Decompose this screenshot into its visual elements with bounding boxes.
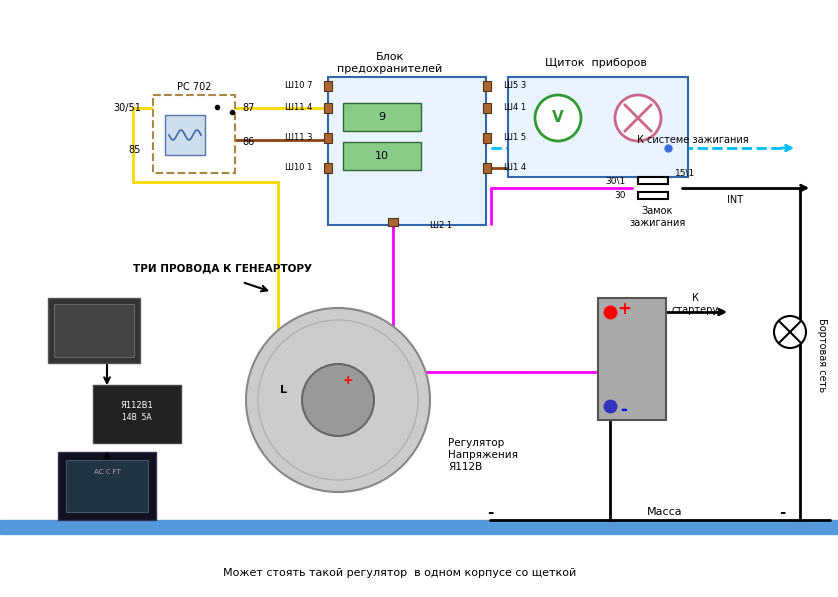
Bar bbox=[324, 103, 332, 113]
Bar bbox=[48, 298, 140, 363]
Text: Ш2 1: Ш2 1 bbox=[430, 221, 453, 230]
Bar bbox=[638, 192, 668, 199]
Circle shape bbox=[615, 95, 661, 141]
Text: К системе зажигания: К системе зажигания bbox=[637, 135, 749, 145]
Text: 15\1: 15\1 bbox=[675, 168, 696, 177]
Text: Бортовая сеть: Бортовая сеть bbox=[817, 318, 827, 392]
Text: 14B  5A: 14B 5A bbox=[122, 414, 152, 423]
Bar bbox=[638, 177, 668, 184]
Text: -: - bbox=[621, 401, 628, 419]
Bar bbox=[343, 142, 421, 170]
Bar bbox=[58, 452, 156, 520]
Text: Замок
зажигания: Замок зажигания bbox=[628, 206, 685, 228]
Text: Регулятор
Напряжения
Я112В: Регулятор Напряжения Я112В bbox=[448, 438, 518, 472]
Text: Ш11 4: Ш11 4 bbox=[285, 103, 312, 112]
Bar bbox=[324, 133, 332, 143]
Text: Может стоять такой регулятор  в одном корпусе со щеткой: Может стоять такой регулятор в одном кор… bbox=[224, 568, 577, 578]
Text: Блок
предохранителей: Блок предохранителей bbox=[338, 52, 442, 74]
Text: 86: 86 bbox=[242, 137, 254, 147]
Circle shape bbox=[535, 95, 581, 141]
Bar bbox=[66, 460, 148, 512]
Bar bbox=[343, 103, 421, 131]
Text: 10: 10 bbox=[375, 151, 389, 161]
Circle shape bbox=[246, 308, 430, 492]
Text: Ш5 3: Ш5 3 bbox=[504, 82, 526, 91]
Text: Ш4 1: Ш4 1 bbox=[504, 103, 526, 112]
Bar bbox=[483, 163, 491, 173]
Circle shape bbox=[302, 364, 374, 436]
Circle shape bbox=[774, 316, 806, 348]
Bar bbox=[508, 77, 688, 177]
Text: V: V bbox=[552, 110, 564, 125]
Text: -: - bbox=[779, 504, 785, 519]
Bar bbox=[598, 298, 666, 420]
Text: INT: INT bbox=[727, 195, 743, 205]
Text: Ш10 7: Ш10 7 bbox=[284, 82, 312, 91]
Text: 87: 87 bbox=[242, 103, 255, 113]
Bar bbox=[0, 520, 838, 534]
Bar bbox=[93, 385, 181, 443]
Text: Ш10 1: Ш10 1 bbox=[285, 164, 312, 173]
Bar bbox=[165, 115, 205, 155]
Bar bbox=[388, 218, 398, 226]
Text: Я112В1: Я112В1 bbox=[121, 401, 153, 410]
Text: Щиток  приборов: Щиток приборов bbox=[545, 58, 647, 68]
Text: AC C FT: AC C FT bbox=[94, 469, 121, 475]
Bar bbox=[483, 133, 491, 143]
Text: Ш11 3: Ш11 3 bbox=[284, 134, 312, 143]
Text: +: + bbox=[617, 300, 631, 318]
Text: Ш1 5: Ш1 5 bbox=[504, 134, 526, 143]
Bar bbox=[324, 163, 332, 173]
Text: Масса: Масса bbox=[647, 507, 683, 517]
Text: L: L bbox=[280, 385, 287, 395]
Text: +: + bbox=[343, 374, 354, 386]
Bar bbox=[483, 81, 491, 91]
Text: 30: 30 bbox=[614, 192, 626, 201]
Text: 30/51: 30/51 bbox=[113, 103, 141, 113]
Bar bbox=[328, 77, 486, 225]
Text: -: - bbox=[487, 504, 494, 519]
Text: ТРИ ПРОВОДА К ГЕНЕАРТОРУ: ТРИ ПРОВОДА К ГЕНЕАРТОРУ bbox=[133, 263, 312, 273]
Bar bbox=[483, 103, 491, 113]
Text: 85: 85 bbox=[128, 145, 141, 155]
Text: Ш1 4: Ш1 4 bbox=[504, 164, 526, 173]
Text: К
стартеру: К стартеру bbox=[671, 293, 718, 315]
Text: 9: 9 bbox=[379, 112, 385, 122]
Text: 30\1: 30\1 bbox=[606, 177, 626, 186]
Bar bbox=[324, 81, 332, 91]
Bar bbox=[153, 95, 235, 173]
Bar bbox=[54, 304, 134, 357]
Text: РС 702: РС 702 bbox=[177, 82, 211, 92]
